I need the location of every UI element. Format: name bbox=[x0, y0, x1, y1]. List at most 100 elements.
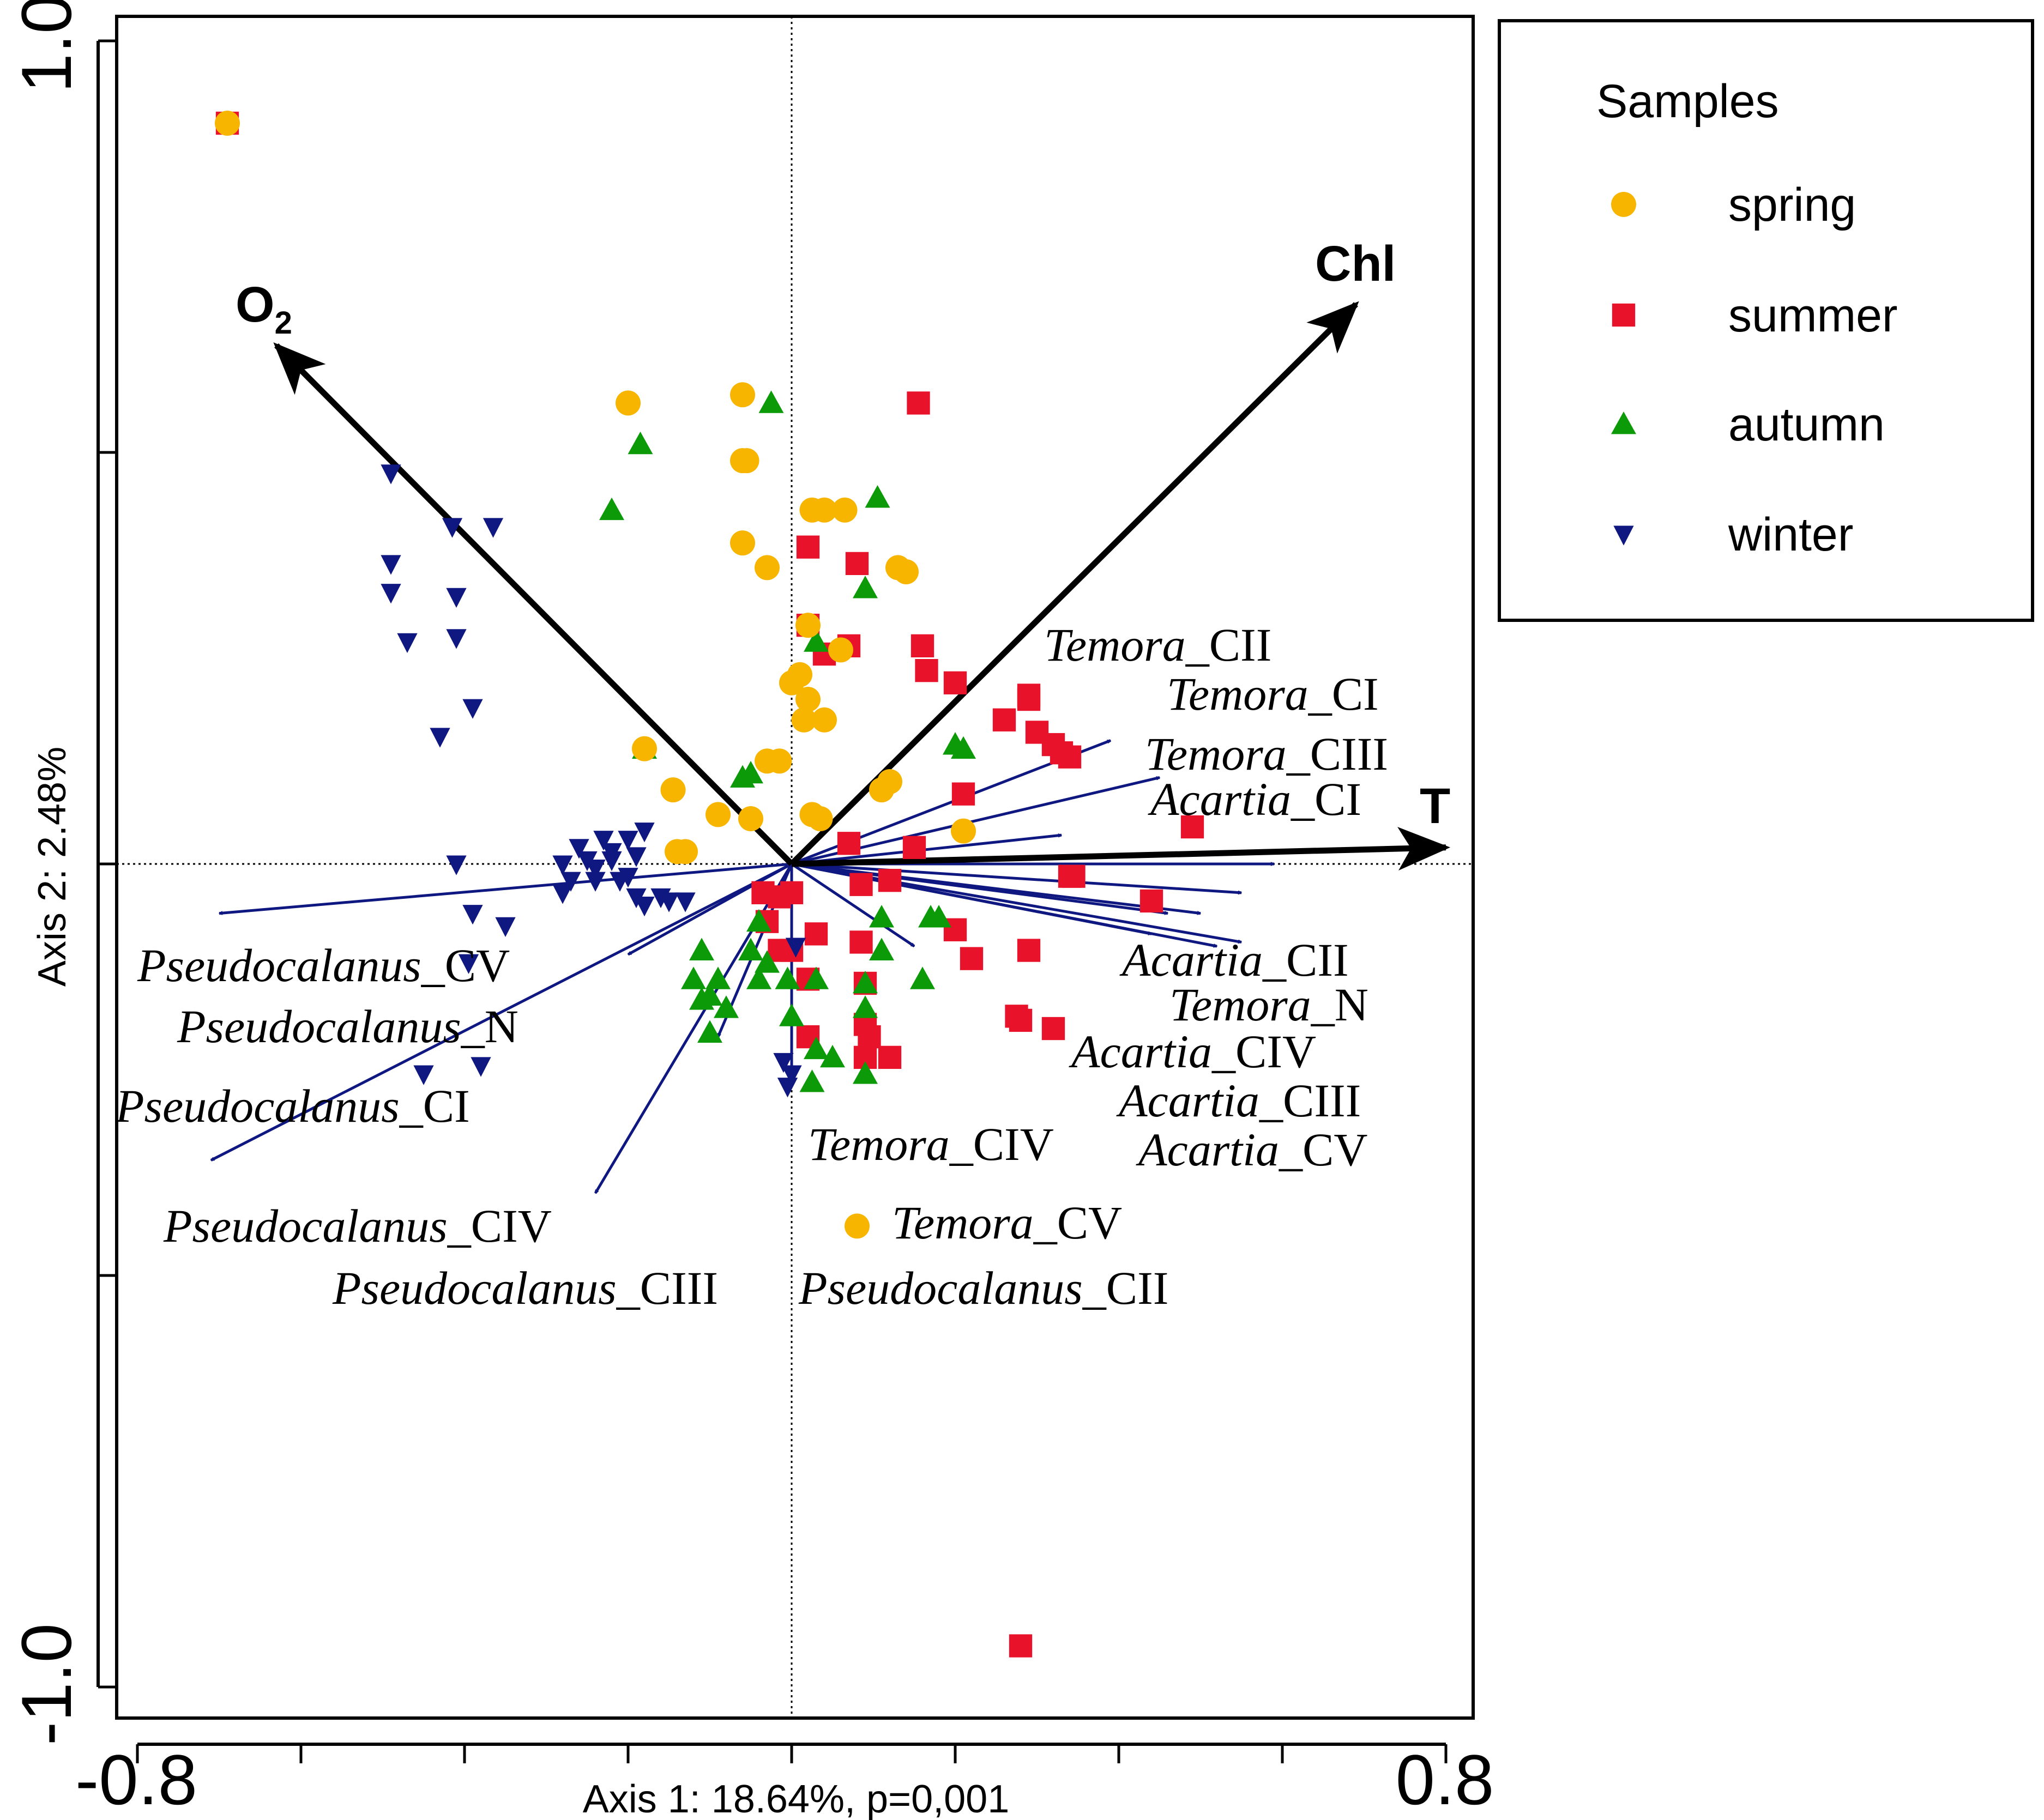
legend: Samples spring summer autumn winter bbox=[1498, 19, 2034, 622]
point-winter bbox=[560, 872, 581, 892]
species-label-temora-cv: Temora_CV bbox=[892, 1196, 1122, 1249]
species-label-pseudocalanus-cv: Pseudocalanus_CV bbox=[137, 939, 510, 991]
sample-points bbox=[215, 111, 1204, 1658]
point-autumn bbox=[738, 938, 763, 960]
point-winter bbox=[569, 839, 589, 859]
species-label-acartia-ci: Acartia_CI bbox=[1148, 773, 1361, 825]
point-winter bbox=[773, 1053, 794, 1073]
point-spring bbox=[660, 777, 686, 803]
point-winter bbox=[552, 855, 573, 875]
point-winter bbox=[381, 584, 401, 604]
point-winter bbox=[495, 917, 516, 937]
y-tick-label-max: 1.0 bbox=[7, 0, 86, 93]
env-vector-t bbox=[791, 827, 1450, 871]
species-label-temora-cii: Temora_CII bbox=[1044, 619, 1271, 671]
y-axis bbox=[97, 39, 117, 1689]
point-autumn bbox=[758, 390, 784, 413]
legend-marker-spring bbox=[1611, 192, 1636, 217]
env-vector-o2 bbox=[273, 342, 794, 866]
point-spring bbox=[706, 802, 731, 827]
species-label-acartia-ciii: Acartia_CIII bbox=[1116, 1074, 1361, 1127]
x-tick-label-max: 0.8 bbox=[1396, 1740, 1494, 1819]
point-summer bbox=[837, 832, 861, 855]
legend-label-spring: spring bbox=[1728, 179, 1856, 231]
species-label-temora-ci: Temora_CI bbox=[1167, 668, 1379, 720]
point-summer bbox=[960, 947, 984, 970]
point-summer bbox=[845, 552, 869, 576]
point-spring bbox=[755, 555, 780, 581]
species-label-acartia-cv: Acartia_CV bbox=[1136, 1123, 1367, 1176]
legend-label-summer: summer bbox=[1728, 289, 1898, 342]
point-summer bbox=[878, 869, 902, 892]
point-winter bbox=[446, 588, 467, 608]
point-spring bbox=[791, 707, 817, 733]
point-winter bbox=[462, 699, 483, 719]
point-spring bbox=[738, 806, 763, 831]
env-label-chl: Chl bbox=[1315, 236, 1396, 292]
point-winter bbox=[381, 555, 401, 575]
point-autumn bbox=[799, 1069, 825, 1092]
species-label-pseudocalanus-ci: Pseudocalanus_CI bbox=[115, 1080, 470, 1132]
species-vector-temora-ciii bbox=[791, 835, 1062, 866]
species-vector-temora-cv bbox=[791, 862, 1168, 914]
point-winter bbox=[430, 728, 450, 748]
y-tick-label-min: -1.0 bbox=[7, 1623, 86, 1745]
point-autumn bbox=[853, 1061, 878, 1084]
point-winter bbox=[446, 855, 467, 875]
species-label-pseudocalanus-n: Pseudocalanus_N bbox=[177, 1000, 518, 1053]
point-spring bbox=[807, 806, 833, 831]
point-spring bbox=[767, 748, 792, 774]
point-spring bbox=[832, 497, 858, 523]
species-vector-pseudocalanus-ci bbox=[219, 862, 792, 914]
point-autumn bbox=[820, 1044, 845, 1068]
point-spring bbox=[779, 670, 804, 696]
point-summer bbox=[1058, 745, 1082, 769]
env-label-t: T bbox=[1420, 778, 1450, 834]
point-winter bbox=[781, 1065, 802, 1085]
point-autumn bbox=[689, 938, 714, 960]
point-autumn bbox=[779, 1003, 804, 1026]
species-label-pseudocalanus-civ: Pseudocalanus_CIV bbox=[163, 1200, 552, 1252]
point-autumn bbox=[853, 995, 878, 1018]
point-winter bbox=[458, 954, 479, 974]
point-winter bbox=[381, 464, 401, 485]
point-autumn bbox=[689, 987, 714, 1010]
x-axis bbox=[136, 1743, 1448, 1763]
point-autumn bbox=[869, 938, 894, 960]
point-summer bbox=[780, 881, 804, 905]
point-autumn bbox=[853, 970, 878, 994]
point-winter bbox=[618, 868, 638, 888]
point-autumn bbox=[951, 736, 976, 759]
point-winter bbox=[585, 872, 606, 892]
point-autumn bbox=[697, 1020, 722, 1043]
point-summer bbox=[878, 1045, 902, 1069]
point-winter bbox=[626, 847, 647, 867]
point-autumn bbox=[775, 966, 800, 989]
point-summer bbox=[907, 391, 930, 415]
species-label-temora-ciii: Temora_CIII bbox=[1145, 728, 1388, 780]
point-autumn bbox=[714, 995, 739, 1018]
point-autumn bbox=[730, 765, 755, 788]
point-spring bbox=[632, 736, 657, 761]
point-winter bbox=[483, 518, 504, 538]
point-autumn bbox=[926, 905, 951, 928]
point-summer bbox=[1062, 864, 1086, 888]
species-label-temora-civ: Temora_CIV bbox=[808, 1118, 1054, 1170]
point-autumn bbox=[853, 576, 878, 598]
point-autumn bbox=[869, 905, 894, 928]
species-labels: Temora_CII Temora_CI Temora_CIII Acartia… bbox=[115, 619, 1388, 1314]
point-summer bbox=[1017, 939, 1041, 962]
y-axis-title: Axis 2: 2.48% bbox=[31, 747, 74, 987]
species-vector-acartia-cii bbox=[791, 862, 1241, 893]
point-spring bbox=[795, 687, 821, 712]
point-summer bbox=[1139, 889, 1163, 913]
point-spring bbox=[616, 390, 641, 416]
point-winter bbox=[471, 1057, 491, 1077]
point-spring bbox=[894, 559, 919, 584]
point-summer bbox=[1009, 1634, 1033, 1658]
point-autumn bbox=[804, 629, 829, 652]
species-label-acartia-civ: Acartia_CIV bbox=[1069, 1025, 1316, 1078]
point-winter bbox=[785, 938, 806, 958]
point-winter bbox=[777, 1078, 798, 1098]
point-spring bbox=[951, 818, 976, 844]
